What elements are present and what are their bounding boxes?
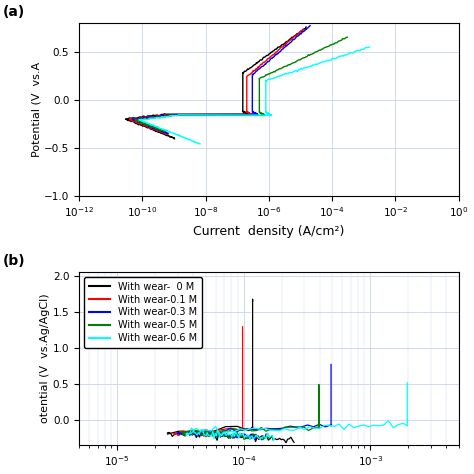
Legend: With wear-  0 M, With wear-0.1 M, With wear-0.3 M, With wear-0.5 M, With wear-0.: With wear- 0 M, With wear-0.1 M, With we… — [84, 277, 202, 348]
Text: (a): (a) — [3, 5, 25, 19]
Text: (b): (b) — [3, 255, 26, 268]
Y-axis label: Potential (V  vs.A: Potential (V vs.A — [31, 62, 41, 157]
Y-axis label: otential (V  vs.Ag/AgCl): otential (V vs.Ag/AgCl) — [40, 293, 50, 423]
X-axis label: Current  density (A/cm²): Current density (A/cm²) — [193, 225, 345, 238]
